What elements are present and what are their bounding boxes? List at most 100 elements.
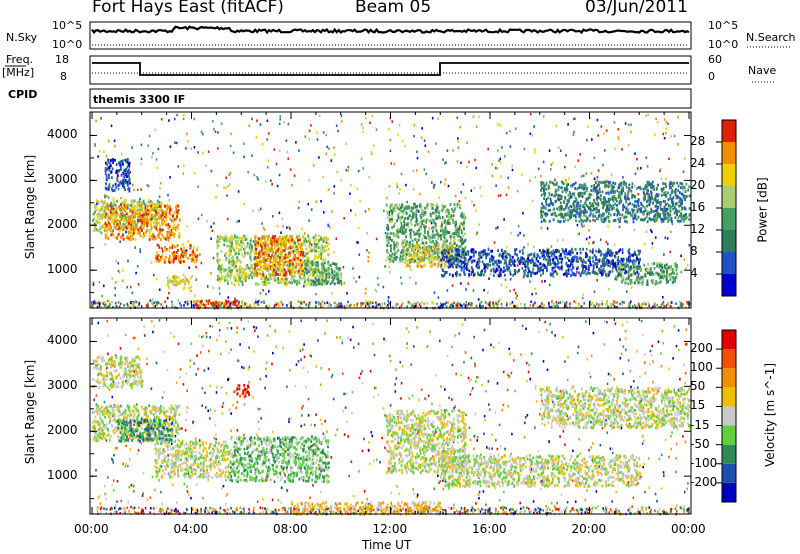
ground-pixel bbox=[274, 303, 276, 307]
echo-pixel bbox=[297, 257, 299, 260]
echo-pixel bbox=[153, 225, 156, 228]
echo-pixel bbox=[582, 267, 584, 271]
echo-pixel bbox=[224, 277, 227, 281]
echo-pixel bbox=[109, 229, 112, 233]
noise-pixel bbox=[362, 167, 365, 170]
echo-pixel bbox=[184, 280, 187, 284]
echo-pixel bbox=[499, 272, 502, 276]
echo-pixel bbox=[161, 218, 163, 222]
echo-pixel bbox=[436, 253, 439, 257]
echo-pixel bbox=[608, 271, 611, 275]
ground-pixel bbox=[413, 305, 416, 308]
ground-pixel bbox=[407, 300, 410, 304]
echo-pixel bbox=[285, 270, 287, 274]
echo-pixel bbox=[293, 279, 295, 282]
echo-pixel bbox=[442, 250, 445, 254]
echo-pixel bbox=[410, 209, 413, 212]
noise-pixel bbox=[679, 214, 681, 217]
echo-pixel bbox=[220, 269, 223, 273]
noise-pixel bbox=[527, 243, 529, 246]
echo-pixel bbox=[258, 272, 260, 276]
echo-pixel bbox=[422, 251, 424, 255]
noise-pixel bbox=[504, 278, 507, 281]
echo-pixel bbox=[506, 256, 508, 260]
noise-pixel bbox=[158, 244, 161, 247]
echo-pixel bbox=[431, 256, 433, 260]
echo-pixel bbox=[459, 273, 462, 277]
echo-pixel bbox=[406, 247, 409, 251]
echo-pixel bbox=[447, 222, 449, 225]
echo-pixel bbox=[148, 234, 151, 238]
noise-pixel bbox=[475, 209, 477, 212]
noise-pixel bbox=[280, 231, 282, 234]
echo-pixel bbox=[154, 214, 157, 218]
noise-pixel bbox=[337, 129, 339, 133]
ground-pixel bbox=[601, 300, 603, 303]
noise-pixel bbox=[156, 166, 159, 169]
noise-pixel bbox=[509, 289, 511, 293]
noise-pixel bbox=[444, 178, 447, 181]
echo-pixel bbox=[96, 216, 99, 219]
echo-pixel bbox=[258, 252, 260, 256]
echo-pixel bbox=[399, 257, 401, 261]
echo-pixel bbox=[325, 239, 328, 242]
echo-pixel bbox=[394, 233, 397, 237]
noise-pixel bbox=[497, 149, 499, 152]
echo-pixel bbox=[553, 254, 556, 258]
noise-pixel bbox=[622, 205, 624, 209]
echo-pixel bbox=[452, 218, 454, 222]
echo-pixel bbox=[449, 203, 452, 206]
echo-pixel bbox=[297, 279, 300, 283]
echo-pixel bbox=[409, 220, 412, 224]
echo-pixel bbox=[402, 246, 404, 249]
echo-pixel bbox=[427, 249, 430, 253]
echo-pixel bbox=[166, 223, 168, 227]
echo-pixel bbox=[279, 243, 282, 246]
echo-pixel bbox=[447, 250, 450, 254]
noise-pixel bbox=[367, 256, 370, 259]
echo-pixel bbox=[453, 239, 455, 243]
echo-pixel bbox=[229, 266, 231, 270]
echo-pixel bbox=[291, 275, 293, 279]
echo-pixel bbox=[314, 254, 316, 257]
echo-pixel bbox=[327, 237, 329, 241]
echo-pixel bbox=[550, 262, 552, 266]
noise-pixel bbox=[193, 146, 196, 149]
noise-pixel bbox=[384, 231, 387, 235]
noise-pixel bbox=[295, 141, 297, 144]
echo-pixel bbox=[287, 268, 289, 272]
noise-pixel bbox=[275, 162, 278, 166]
echo-pixel bbox=[631, 260, 633, 263]
noise-pixel bbox=[353, 276, 355, 280]
ground-pixel bbox=[581, 305, 584, 308]
echo-pixel bbox=[420, 212, 423, 216]
echo-pixel bbox=[125, 216, 127, 220]
ground-pixel bbox=[447, 301, 449, 304]
echo-pixel bbox=[537, 260, 540, 263]
echo-pixel bbox=[513, 259, 516, 263]
echo-pixel bbox=[314, 249, 317, 253]
echo-pixel bbox=[305, 247, 308, 251]
noise-pixel bbox=[104, 194, 106, 197]
noise-pixel bbox=[368, 175, 371, 179]
echo-pixel bbox=[232, 265, 235, 269]
echo-pixel bbox=[130, 210, 133, 214]
echo-pixel bbox=[294, 254, 296, 258]
noise-pixel bbox=[358, 253, 361, 256]
noise-pixel bbox=[400, 282, 403, 285]
ground-pixel bbox=[505, 303, 508, 307]
ground-pixel bbox=[183, 304, 185, 307]
echo-pixel bbox=[130, 214, 133, 218]
echo-pixel bbox=[267, 257, 270, 261]
ground-pixel bbox=[467, 302, 470, 305]
noise-pixel bbox=[464, 196, 467, 200]
ground-pixel bbox=[108, 305, 110, 308]
echo-pixel bbox=[400, 257, 403, 261]
echo-pixel bbox=[566, 252, 569, 255]
echo-pixel bbox=[420, 207, 423, 211]
noise-pixel bbox=[216, 184, 219, 187]
echo-pixel bbox=[165, 212, 167, 216]
echo-pixel bbox=[105, 229, 108, 233]
noise-pixel bbox=[117, 187, 120, 191]
echo-pixel bbox=[224, 258, 227, 262]
